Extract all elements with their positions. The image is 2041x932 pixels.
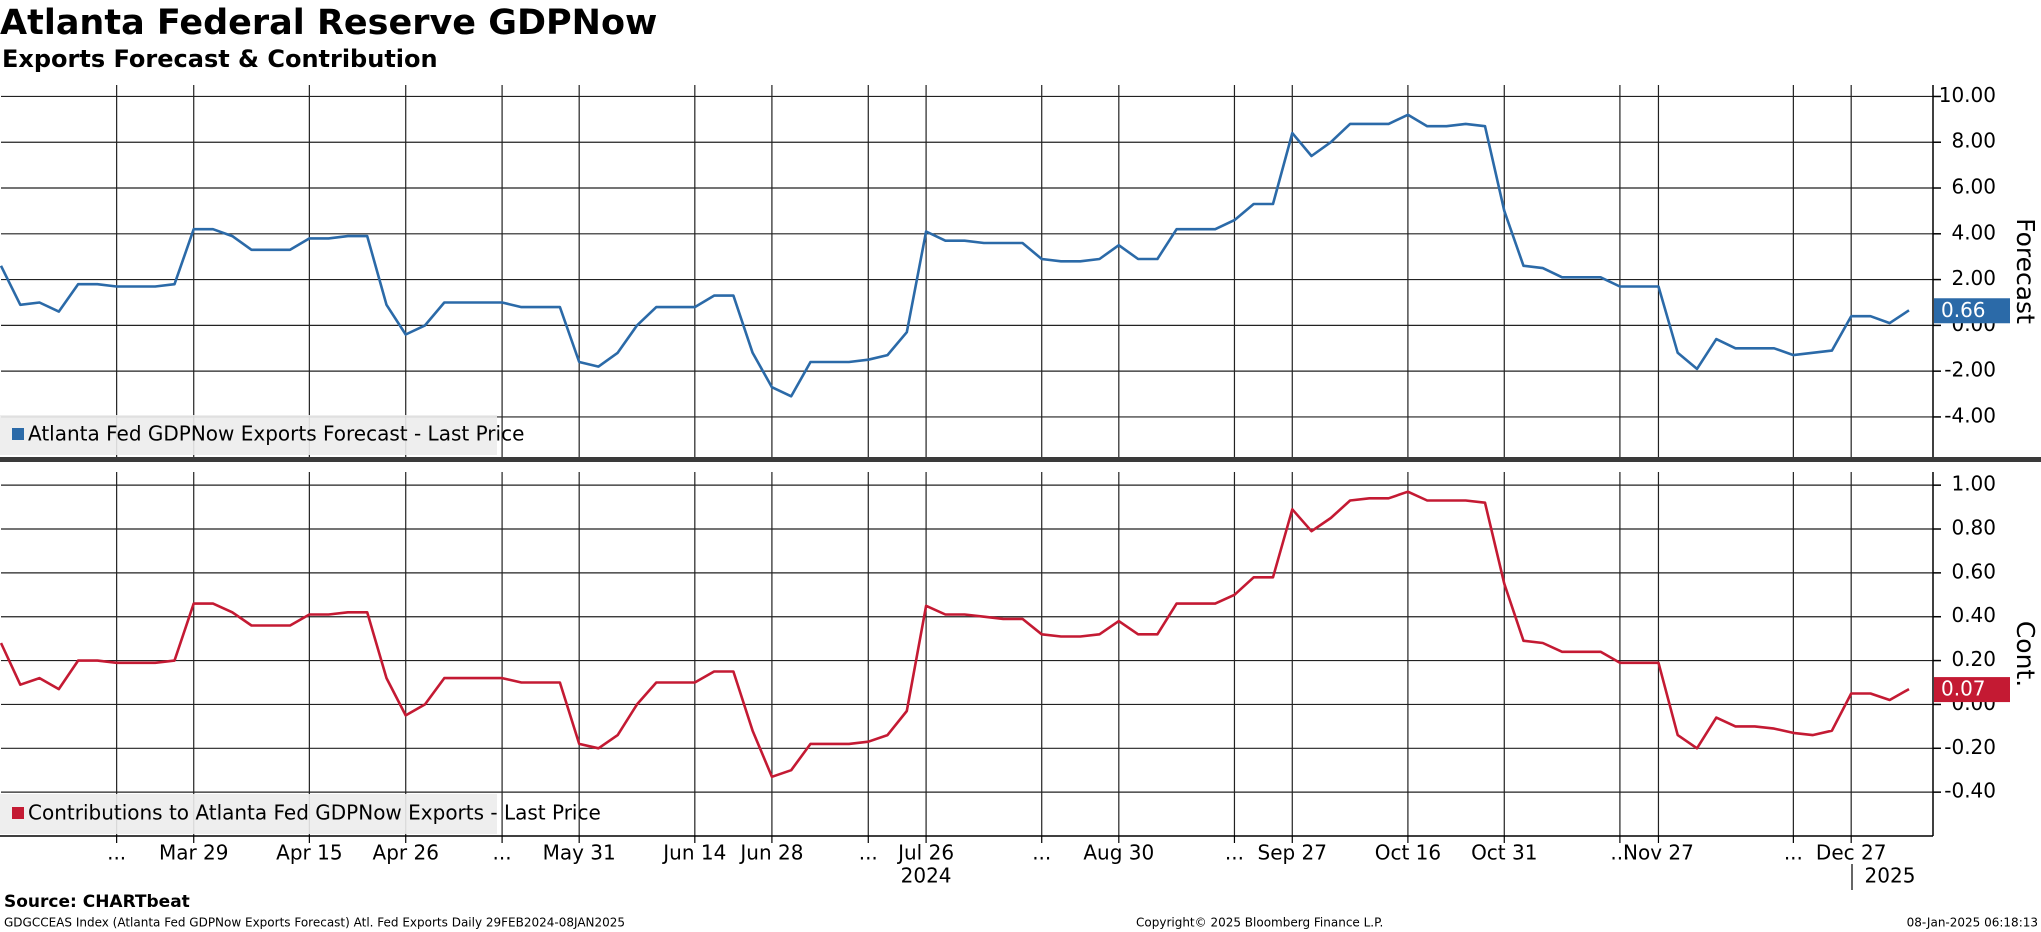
x-tick-label: Oct 16 — [1375, 841, 1441, 865]
copyright: Copyright© 2025 Bloomberg Finance L.P. — [1136, 916, 1383, 930]
chart-subtitle: Exports Forecast & Contribution — [2, 45, 438, 73]
x-tick-label: Jul 26 — [896, 841, 954, 865]
y-tick-label: -0.20 — [1944, 735, 1996, 759]
x-tick-label: ... — [107, 841, 126, 865]
legend: Atlanta Fed GDPNow Exports Forecast - La… — [0, 415, 524, 455]
chart-title: Atlanta Federal Reserve GDPNow — [0, 3, 657, 43]
year-label: 2025 — [1865, 864, 1916, 888]
y-tick-label: 0.80 — [1951, 516, 1996, 540]
x-tick-label: Nov 27 — [1623, 841, 1694, 865]
series-line — [0, 490, 1910, 779]
footer-info: GDGCCEAS Index (Atlanta Fed GDPNow Expor… — [4, 916, 625, 930]
x-tick-label: ... — [493, 841, 512, 865]
x-tick-label: Aug 30 — [1083, 841, 1154, 865]
x-tick-label: Apr 26 — [373, 841, 439, 865]
source: Source: CHARTbeat — [4, 892, 190, 912]
y-axis-title: Cont. — [2011, 621, 2040, 687]
x-tick-label: Oct 31 — [1471, 841, 1537, 865]
y-axis-title: Forecast — [2011, 218, 2040, 324]
panel-divider — [0, 457, 2041, 462]
last-value-badge — [1934, 677, 2010, 703]
y-tick-label: 4.00 — [1951, 220, 1996, 244]
legend-box — [0, 415, 497, 455]
last-value-label: 0.66 — [1941, 298, 1986, 322]
y-tick-label: 1.00 — [1951, 472, 1996, 496]
x-tick-label: Sep 27 — [1258, 841, 1328, 865]
legend-box — [0, 794, 497, 834]
x-tick-label: Apr 15 — [276, 841, 342, 865]
year-label: 2024 — [901, 864, 952, 888]
last-value-label: 0.07 — [1941, 677, 1986, 701]
x-tick-label: ... — [1032, 841, 1051, 865]
legend-label: Atlanta Fed GDPNow Exports Forecast - La… — [28, 422, 524, 446]
x-tick-label: Dec 27 — [1816, 841, 1887, 865]
y-tick-label: 6.00 — [1951, 175, 1996, 199]
timestamp: 08-Jan-2025 06:18:13 — [1907, 916, 2038, 930]
x-tick-label: Jun 14 — [661, 841, 726, 865]
y-tick-label: -2.00 — [1944, 358, 1996, 382]
y-tick-label: -0.40 — [1944, 779, 1996, 803]
y-tick-label: -4.00 — [1944, 403, 1996, 427]
x-tick-label: Jun 28 — [738, 841, 803, 865]
legend-label: Contributions to Atlanta Fed GDPNow Expo… — [28, 801, 601, 825]
x-tick-label: May 31 — [543, 841, 616, 865]
x-tick-label: ... — [1610, 841, 1629, 865]
x-tick-label: ... — [1225, 841, 1244, 865]
y-tick-label: 0.40 — [1951, 603, 1996, 627]
legend-swatch — [12, 807, 24, 819]
last-value-badge — [1934, 298, 2010, 324]
series-line — [0, 113, 1910, 398]
y-tick-label: 8.00 — [1951, 129, 1996, 153]
x-tick-label: Mar 29 — [159, 841, 229, 865]
x-tick-label: ... — [1784, 841, 1803, 865]
legend-swatch — [12, 428, 24, 440]
y-tick-label: 2.00 — [1951, 266, 1996, 290]
y-tick-label: 0.60 — [1951, 559, 1996, 583]
x-tick-label: ... — [859, 841, 878, 865]
y-tick-label: 10.00 — [1939, 83, 1996, 107]
y-tick-label: 0.20 — [1951, 647, 1996, 671]
legend: Contributions to Atlanta Fed GDPNow Expo… — [0, 794, 601, 834]
